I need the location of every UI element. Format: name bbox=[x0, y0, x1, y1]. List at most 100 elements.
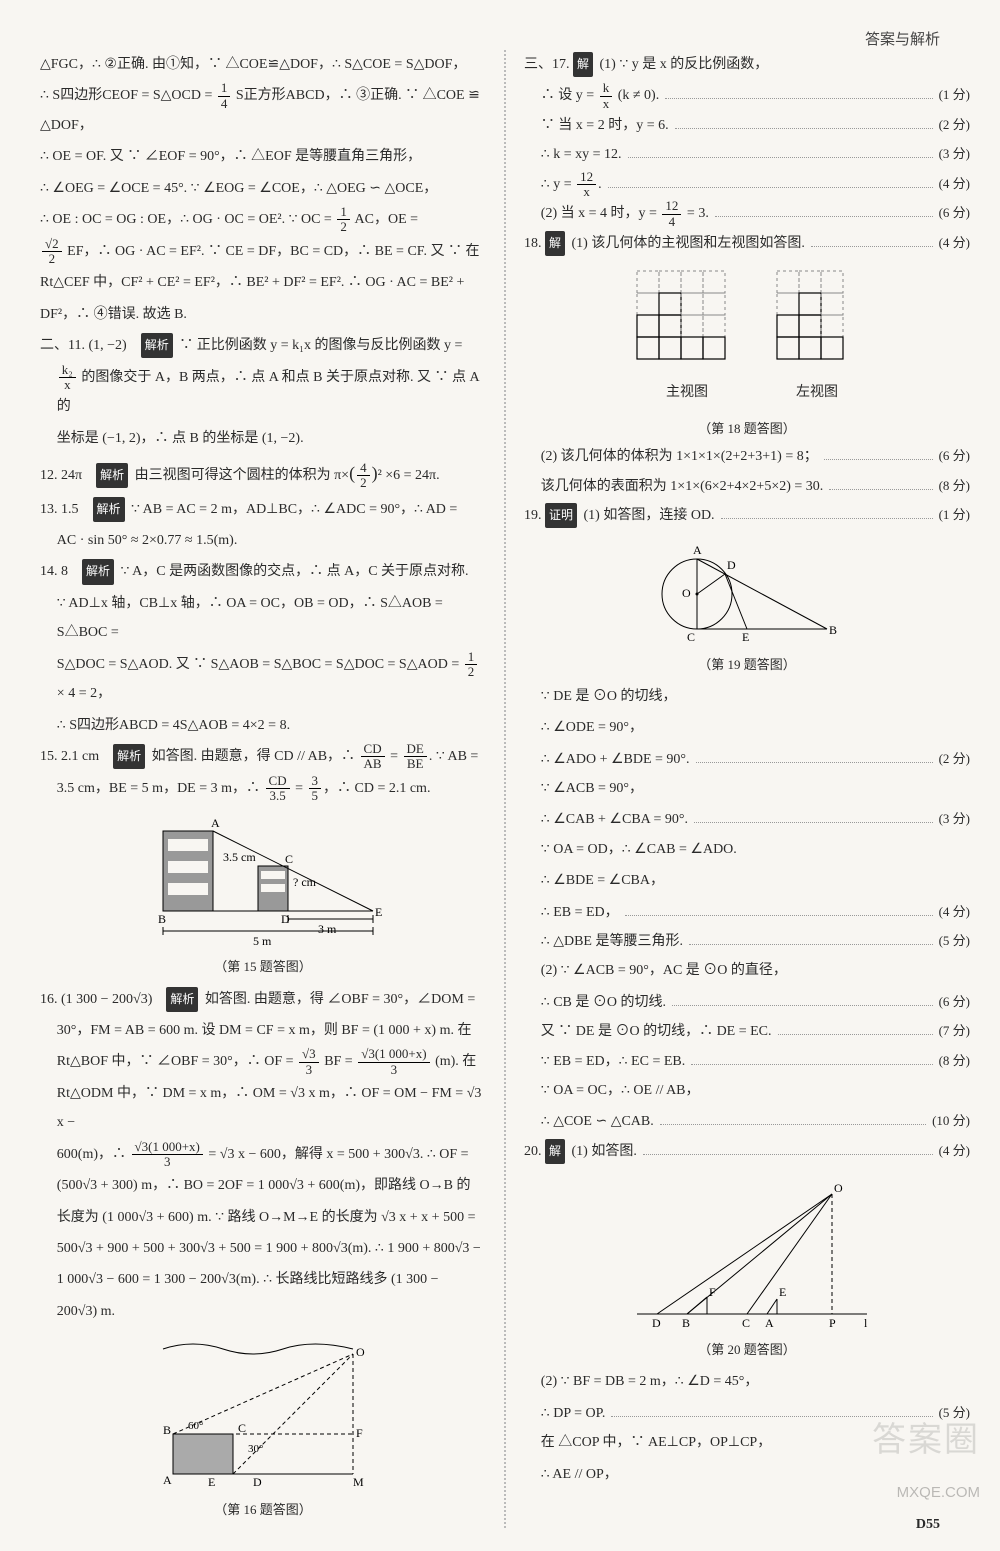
text-line: AC · sin 50° ≈ 2×0.77 ≈ 1.5(m). bbox=[40, 526, 486, 555]
text-line: ∴ CB 是 ⊙O 的切线.(6 分) bbox=[524, 988, 970, 1017]
text-line: 坐标是 (−1, 2)，∴ 点 B 的坐标是 (1, −2). bbox=[40, 424, 486, 453]
svg-text:3 m: 3 m bbox=[318, 922, 337, 936]
text-line: ∴ ∠CAB + ∠CBA = 90°.(3 分) bbox=[524, 805, 970, 834]
score: (8 分) bbox=[939, 472, 970, 499]
text: (1) ∵ y 是 x 的反比例函数， bbox=[600, 57, 769, 72]
q19: 19. 证明 (1) 如答图，连接 OD.(1 分) bbox=[524, 501, 970, 530]
fraction: CDAB bbox=[361, 742, 385, 772]
q20: 20. 解 (1) 如答图.(4 分) bbox=[524, 1137, 970, 1166]
score: (3 分) bbox=[939, 805, 970, 832]
text: 该几何体的表面积为 1×1×(6×2+4×2+5×2) = 30. bbox=[541, 472, 824, 501]
text: (2) 当 x = 4 时，y = bbox=[541, 206, 661, 221]
text-line: ∴ k = xy = 12. (3 分) bbox=[524, 140, 970, 169]
tag-jiexi: 解析 bbox=[93, 497, 125, 522]
text-line: Rt△BOF 中，∵ ∠OBF = 30°，∴ OF = √33 BF = √3… bbox=[40, 1047, 486, 1077]
text: EF，∴ OG · AC = EF². ∵ CE = DF，BC = CD，∴ … bbox=[64, 244, 480, 259]
text: . ∵ AB = bbox=[429, 749, 478, 764]
tag-jie: 解 bbox=[545, 1139, 565, 1164]
fraction: √3(1 000+x)3 bbox=[358, 1047, 429, 1077]
text: 19. bbox=[524, 508, 542, 523]
score: (4 分) bbox=[939, 170, 970, 197]
tag-jiexi: 解析 bbox=[82, 559, 114, 584]
svg-text:A: A bbox=[211, 816, 220, 830]
text-line: ∴ OE : OC = OG : OE，∴ OG · OC = OE². ∵ O… bbox=[40, 205, 486, 235]
fig-caption: （第 19 题答图） bbox=[524, 651, 970, 678]
text: ∴ k = xy = 12. bbox=[541, 140, 622, 169]
text: 3.5 cm，BE = 5 m，DE = 3 m，∴ bbox=[57, 781, 264, 796]
svg-text:E: E bbox=[742, 630, 749, 644]
tag-jiexi: 解析 bbox=[141, 333, 173, 358]
fraction: k₂x bbox=[59, 363, 76, 393]
svg-text:C: C bbox=[285, 852, 293, 866]
svg-text:D: D bbox=[253, 1475, 262, 1489]
text: ∴ EB = ED， bbox=[541, 898, 619, 927]
text: (m). 在 bbox=[432, 1054, 477, 1069]
text-line: ∵ EB = ED，∴ EC = EB.(8 分) bbox=[524, 1047, 970, 1076]
text: = bbox=[387, 749, 402, 764]
text-line: ∴ 设 y = kx (k ≠ 0). (1 分) bbox=[524, 81, 970, 111]
score: (4 分) bbox=[939, 898, 970, 925]
text-line: Rt△CEF 中，CF² + CE² = EF²，∴ BE² + DF² = E… bbox=[40, 268, 486, 297]
text-line: ∴ OE = OF. 又 ∵ ∠EOF = 90°，∴ △EOF 是等腰直角三角… bbox=[40, 142, 486, 171]
text: 由三视图可得这个圆柱的体积为 π× bbox=[131, 468, 349, 483]
svg-text:C: C bbox=[742, 1316, 750, 1330]
text: ∴ 设 y = bbox=[541, 88, 598, 103]
text-line: S△DOC = S△AOD. 又 ∵ S△AOB = S△BOC = S△DOC… bbox=[40, 650, 486, 709]
svg-text:F: F bbox=[709, 1285, 716, 1299]
q14: 14. 8 解析 ∵ A，C 是两函数图像的交点，∴ 点 A，C 关于原点对称. bbox=[40, 557, 486, 586]
svg-text:D: D bbox=[727, 558, 736, 572]
score: (1 分) bbox=[939, 81, 970, 108]
text-line: ∴ △DBE 是等腰三角形.(5 分) bbox=[524, 927, 970, 956]
q13: 13. 1.5 解析 ∵ AB = AC = 2 m，AD⊥BC，∴ ∠ADC … bbox=[40, 495, 486, 524]
svg-text:E: E bbox=[375, 905, 382, 919]
text: ∵ A，C 是两函数图像的交点，∴ 点 A，C 关于原点对称. bbox=[117, 564, 469, 579]
q18: 18. 解 (1) 该几何体的主视图和左视图如答图.(4 分) bbox=[524, 229, 970, 258]
text: 13. 1.5 bbox=[40, 502, 93, 517]
text: (1) 如答图，连接 OD. bbox=[584, 508, 715, 523]
text-line: 又 ∵ DE 是 ⊙O 的切线，∴ DE = EC. (7 分) bbox=[524, 1017, 970, 1046]
watermark: 答案圈 bbox=[872, 1412, 980, 1461]
text: 18. bbox=[524, 236, 542, 251]
text-line: 1 000√3 − 600 = 1 300 − 200√3(m). ∴ 长路线比… bbox=[40, 1265, 486, 1294]
svg-text:O: O bbox=[682, 586, 691, 600]
text: ∴ y = bbox=[541, 177, 575, 192]
text-line: 500√3 + 900 + 500 + 300√3 + 500 = 1 900 … bbox=[40, 1234, 486, 1263]
text: = 3. bbox=[683, 206, 708, 221]
text: 又 ∵ DE 是 ⊙O 的切线，∴ DE = EC. bbox=[541, 1017, 772, 1046]
svg-text:B: B bbox=[682, 1316, 690, 1330]
fraction: DEBE bbox=[404, 742, 427, 772]
svg-text:B: B bbox=[163, 1423, 171, 1437]
text-line: (2) 当 x = 4 时，y = 124 = 3.(6 分) bbox=[524, 199, 970, 229]
text-line: △FGC，∴ ②正确. 由①知，∵ △COE≌△DOF，∴ S△COE = S△… bbox=[40, 50, 486, 79]
text-line: ∵ ∠ACB = 90°， bbox=[524, 774, 970, 803]
svg-text:C: C bbox=[238, 1421, 246, 1435]
fraction: 12 bbox=[337, 205, 350, 235]
svg-text:C: C bbox=[687, 630, 695, 644]
svg-text:F: F bbox=[356, 1426, 363, 1440]
text: Rt△BOF 中，∵ ∠OBF = 30°，∴ OF = bbox=[57, 1054, 297, 1069]
text: ² ×6 = 24π. bbox=[378, 468, 440, 483]
figure-19: A D O C E B （第 19 题答图） bbox=[524, 539, 970, 678]
fraction: √3(1 000+x)3 bbox=[132, 1140, 203, 1170]
text-line: Rt△ODM 中，∵ DM = x m，∴ OM = √3 x m，∴ OF =… bbox=[40, 1079, 486, 1138]
text: 如答图. 由题意，得 CD // AB，∴ bbox=[148, 749, 358, 764]
text: ∴ △COE ∽ △CAB. bbox=[541, 1107, 654, 1136]
text: = √3 x − 600，解得 x = 500 + 300√3. ∴ OF = bbox=[205, 1147, 469, 1162]
figure-20: O D B F C A E P l （第 20 题答图） bbox=[524, 1174, 970, 1363]
text: (1) 该几何体的主视图和左视图如答图. bbox=[572, 236, 805, 251]
score: (7 分) bbox=[939, 1017, 970, 1044]
left-column: △FGC，∴ ②正确. 由①知，∵ △COE≌△DOF，∴ S△COE = S△… bbox=[40, 50, 504, 1528]
text-line: ∴ ∠ODE = 90°， bbox=[524, 713, 970, 742]
text-line: ∵ 当 x = 2 时，y = 6.(2 分) bbox=[524, 111, 970, 140]
text-line: 600(m)，∴ √3(1 000+x)3 = √3 x − 600，解得 x … bbox=[40, 1140, 486, 1170]
text-line: ∴ ∠ADO + ∠BDE = 90°.(2 分) bbox=[524, 745, 970, 774]
svg-text:B: B bbox=[829, 623, 837, 637]
page-number: D55 bbox=[916, 1517, 940, 1533]
q12: 12. 24π 解析 由三视图可得这个圆柱的体积为 π×(42)² ×6 = 2… bbox=[40, 455, 486, 493]
score: (3 分) bbox=[939, 140, 970, 167]
tag-jiexi: 解析 bbox=[113, 744, 145, 769]
fraction: CD3.5 bbox=[266, 774, 290, 804]
text: 15. 2.1 cm bbox=[40, 749, 113, 764]
fig-caption: （第 15 题答图） bbox=[40, 953, 486, 980]
text-line: (2) 该几何体的体积为 1×1×1×(2+2+3+1) = 8；(6 分) bbox=[524, 442, 970, 471]
